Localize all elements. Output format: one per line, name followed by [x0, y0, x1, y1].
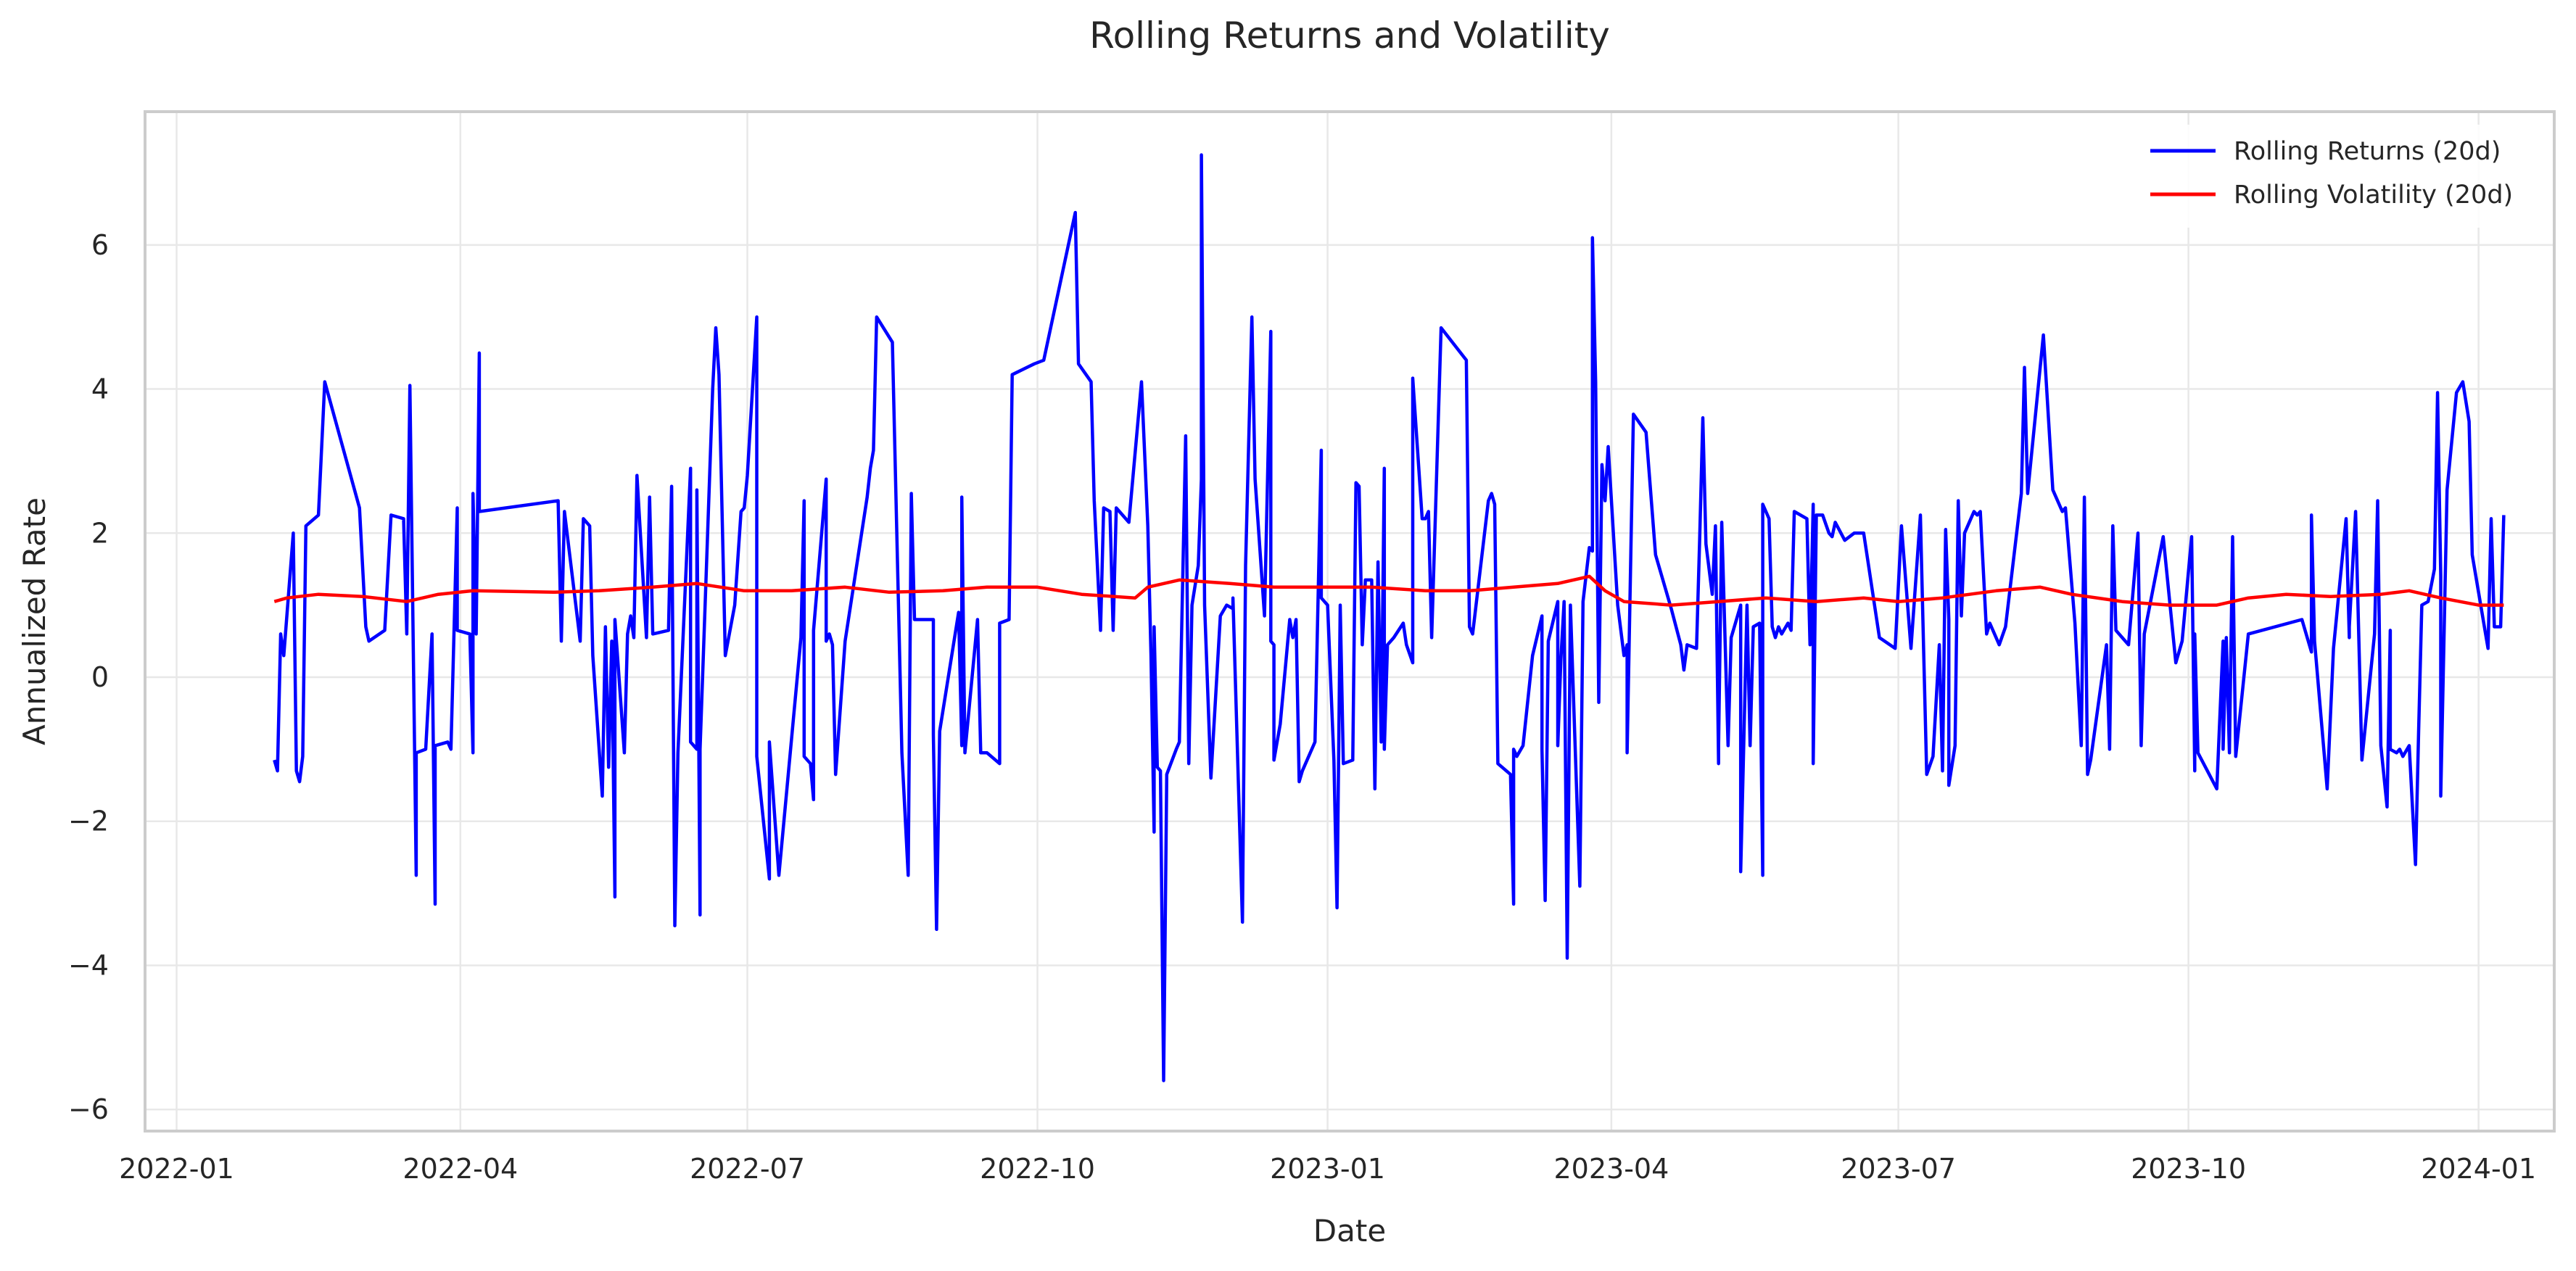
chart-title: Rolling Returns and Volatility: [1089, 15, 1610, 57]
y-axis: −6 −4 −2 0 2 4 6: [68, 229, 109, 1125]
x-axis-label: Date: [1313, 1213, 1386, 1249]
legend-box: [2129, 125, 2542, 228]
grid: [145, 112, 2554, 1131]
volatility-series-line: [273, 574, 2504, 607]
x-tick-label: 2023-04: [1554, 1153, 1669, 1185]
legend-label-volatility: Rolling Volatility (20d): [2234, 181, 2513, 210]
returns-series-line: [273, 153, 2506, 1082]
y-tick-label: 2: [91, 517, 109, 549]
x-tick-label: 2022-07: [690, 1153, 805, 1185]
legend-label-returns: Rolling Returns (20d): [2234, 137, 2501, 166]
x-tick-label: 2023-01: [1270, 1153, 1385, 1185]
y-axis-label: Annualized Rate: [17, 497, 52, 745]
y-tick-label: 4: [91, 373, 109, 405]
y-tick-label: −2: [68, 806, 109, 837]
x-axis: 2022-01 2022-04 2022-07 2022-10 2023-01 2023-…: [119, 1153, 2536, 1185]
y-tick-label: −4: [68, 949, 109, 981]
y-tick-label: −6: [68, 1093, 109, 1125]
x-tick-label: 2024-01: [2421, 1153, 2536, 1185]
y-tick-label: 0: [91, 661, 109, 693]
plot-area: [273, 153, 2506, 1082]
legend: Rolling Returns (20d) Rolling Volatility…: [2129, 125, 2542, 228]
x-tick-label: 2022-01: [119, 1153, 234, 1185]
x-tick-label: 2022-04: [402, 1153, 518, 1185]
y-tick-label: 6: [91, 229, 109, 261]
plot-frame: [144, 110, 2556, 1133]
x-tick-label: 2022-10: [980, 1153, 1095, 1185]
x-tick-label: 2023-10: [2131, 1153, 2246, 1185]
x-tick-label: 2023-07: [1841, 1153, 1956, 1185]
